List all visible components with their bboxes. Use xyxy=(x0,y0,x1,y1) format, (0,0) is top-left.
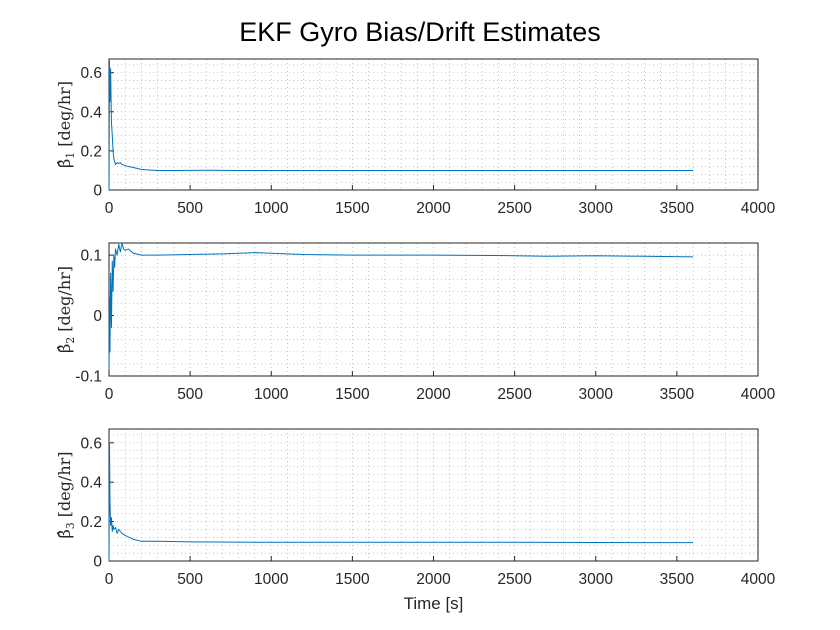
x-tick-label: 4000 xyxy=(741,200,776,217)
x-tick-label: 1000 xyxy=(254,386,289,403)
series-line-1 xyxy=(108,60,694,191)
y-tick-label: 0.2 xyxy=(80,143,102,160)
y-label-unit: [deg/hr] xyxy=(55,266,74,332)
x-tick-label: 2000 xyxy=(416,571,451,588)
x-tick-label: 3000 xyxy=(579,571,614,588)
axes-2-background xyxy=(108,242,759,377)
subplot-1: 0 500 1000 1500 2000 2500 3000 3500 4000 0 0.2 0.4 0… xyxy=(55,58,776,217)
figure-title: EKF Gyro Bias/Drift Estimates xyxy=(239,17,601,47)
y-axis-label-1: β̂1 [deg/hr] xyxy=(55,81,77,168)
y-label-symbol: β̂ xyxy=(55,159,74,168)
x-tick-label: 3500 xyxy=(660,571,695,588)
x-tick-label: 4000 xyxy=(741,386,776,403)
subplot-3: 0 500 1000 1500 2000 2500 3000 3500 4000 0 0.2 0.4 0… xyxy=(55,428,776,613)
y-label-symbol: β̂ xyxy=(55,529,74,538)
x-tick-label: 3500 xyxy=(660,386,695,403)
y-tick-label: 0 xyxy=(93,554,102,571)
x-tick-label: 2000 xyxy=(416,386,451,403)
subplots-container: 0 500 1000 1500 2000 2500 3000 3500 400000.20.40… xyxy=(55,58,776,613)
x-tick-label: 0 xyxy=(105,386,114,403)
series-line-3 xyxy=(108,442,694,562)
x-tick-label: 500 xyxy=(177,571,203,588)
grid-3 xyxy=(109,429,758,561)
y-tick-label: 0.1 xyxy=(80,248,102,265)
x-tick-label: 2500 xyxy=(497,571,532,588)
y-tick-label: 0.6 xyxy=(80,435,102,452)
y-label-subscript: 3 xyxy=(64,522,77,529)
y-tick-label: 0.6 xyxy=(80,65,102,82)
y-label-subscript: 1 xyxy=(64,152,77,159)
y-tick-label: 0.2 xyxy=(80,514,102,531)
x-tick-label: 500 xyxy=(177,386,203,403)
x-tick-label: 1500 xyxy=(335,386,370,403)
y-label-subscript: 2 xyxy=(64,337,77,344)
y-axis-label-2: β̂2 [deg/hr] xyxy=(55,266,77,353)
grid-1 xyxy=(109,59,758,190)
x-tick-label: 1500 xyxy=(335,200,370,217)
y-label-unit: [deg/hr] xyxy=(55,81,74,147)
y-tick-label: 0 xyxy=(93,308,102,325)
x-tick-label: 1500 xyxy=(335,571,370,588)
y-label-unit: [deg/hr] xyxy=(55,451,74,517)
y-tick-label: -0.1 xyxy=(75,369,102,386)
y-label-symbol: β̂ xyxy=(55,344,74,353)
subplot-2: 0 500 1000 1500 2000 2500 3000 3500 4000-0.100.1… xyxy=(55,242,776,403)
x-tick-label: 1000 xyxy=(254,571,289,588)
x-tick-label: 4000 xyxy=(741,571,776,588)
series-line-2 xyxy=(108,242,694,370)
x-tick-label: 3000 xyxy=(579,200,614,217)
x-tick-label: 3500 xyxy=(660,200,695,217)
y-axis-label-3: β̂3 [deg/hr] xyxy=(55,451,77,538)
x-tick-label: 0 xyxy=(105,200,114,217)
y-tick-label: 0.4 xyxy=(80,475,102,492)
y-tick-label: 0 xyxy=(93,183,102,200)
x-tick-label: 2000 xyxy=(416,200,451,217)
x-tick-label: 2500 xyxy=(497,386,532,403)
x-tick-label: 500 xyxy=(177,200,203,217)
y-tick-label: 0.4 xyxy=(80,104,102,121)
x-tick-label: 1000 xyxy=(254,200,289,217)
x-tick-label: 0 xyxy=(105,571,114,588)
x-axis-label: Time [s] xyxy=(404,594,464,613)
x-tick-label: 2500 xyxy=(497,200,532,217)
x-tick-label: 3000 xyxy=(579,386,614,403)
